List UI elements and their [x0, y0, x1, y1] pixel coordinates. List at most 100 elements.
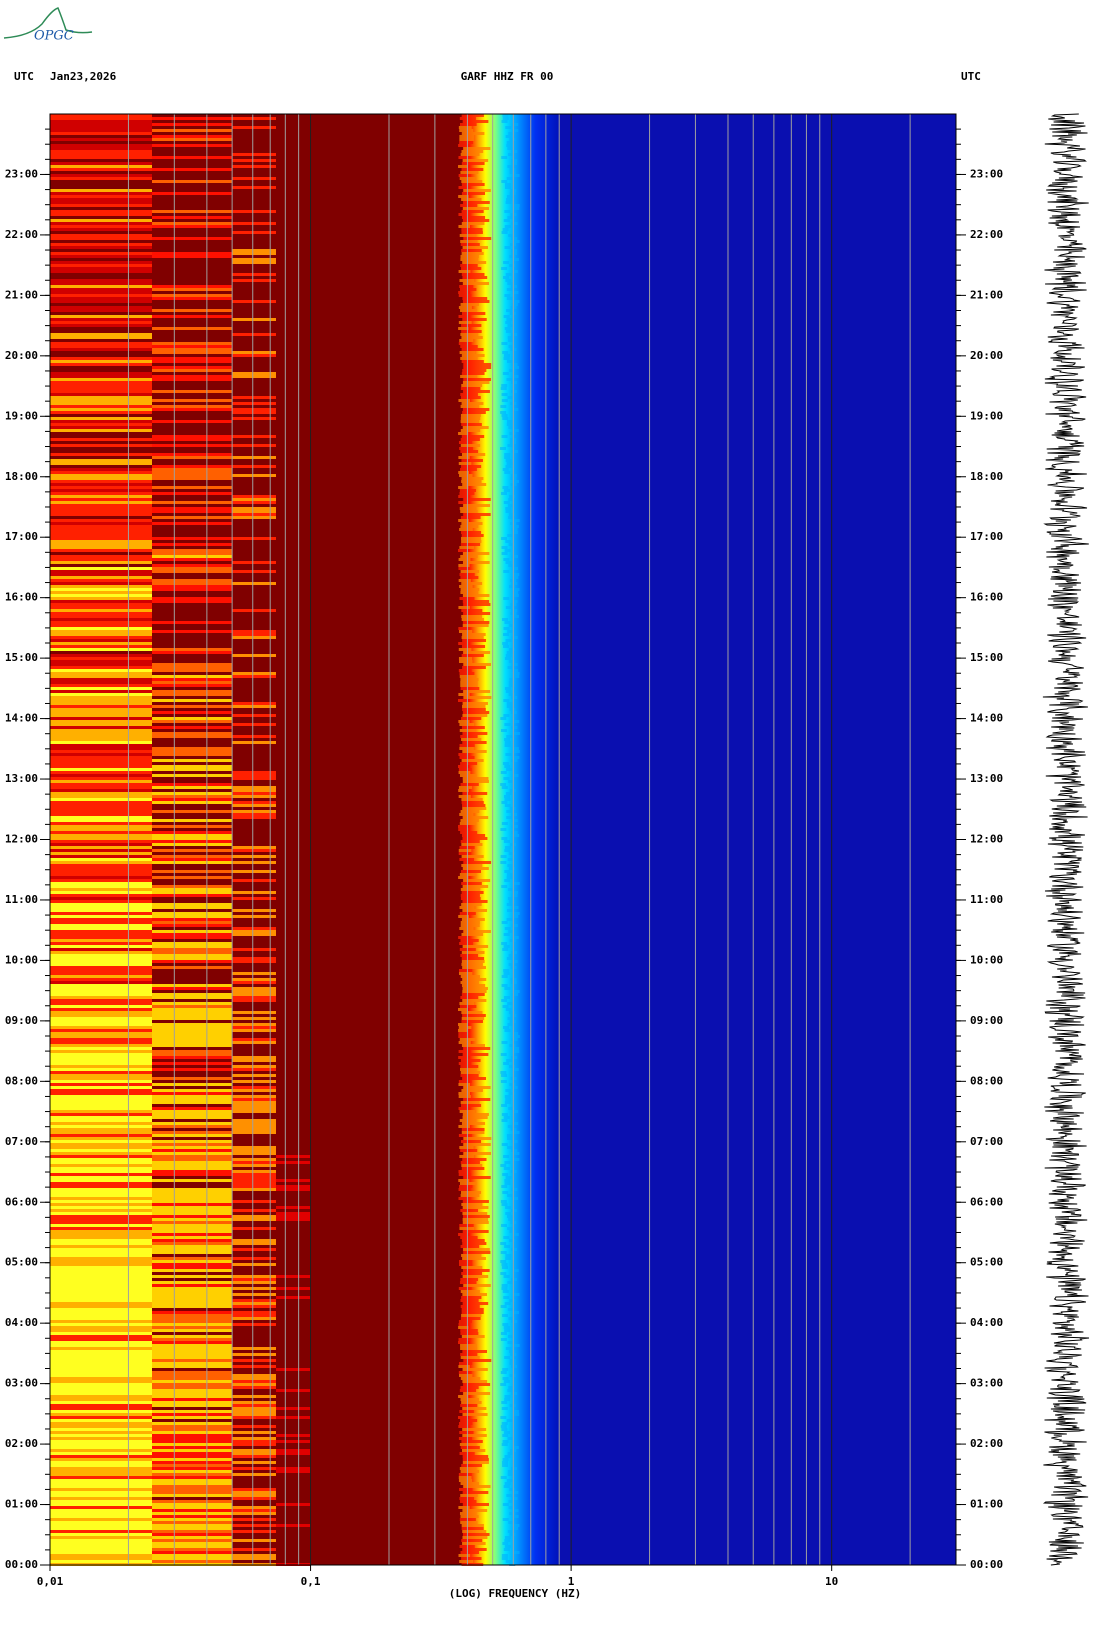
transition-edge	[504, 327, 511, 330]
transition-edge	[502, 948, 509, 951]
transition-edge	[458, 1320, 472, 1323]
transition-edge	[459, 972, 473, 975]
transition-edge	[462, 1413, 488, 1416]
spectrum-stripe	[50, 1008, 152, 1011]
spectrum-stripe	[50, 855, 152, 858]
transition-edge	[505, 606, 512, 609]
spectrum-stripe	[50, 1554, 152, 1557]
spectrum-stripe	[50, 270, 152, 273]
spectrum-stripe	[232, 507, 276, 510]
transition-edge	[462, 1242, 487, 1245]
transition-edge	[508, 660, 515, 663]
transition-edge	[513, 1551, 520, 1554]
spectrum-stripe	[50, 1317, 152, 1320]
transition-edge	[460, 939, 479, 942]
spectrum-stripe	[50, 1365, 152, 1368]
spectrum-stripe	[50, 1383, 152, 1386]
transition-edge	[501, 267, 508, 270]
spectrum-stripe	[152, 600, 232, 603]
spectrum-stripe	[50, 1215, 152, 1218]
spectrum-stripe	[50, 1062, 152, 1065]
spectrum-stripe	[232, 1095, 276, 1098]
transition-edge	[512, 774, 519, 777]
spectrum-stripe	[232, 1554, 276, 1557]
spectrum-stripe	[50, 765, 152, 768]
transition-edge	[503, 945, 510, 948]
spectrum-stripe	[50, 1269, 152, 1272]
spectrum-stripe	[50, 993, 152, 996]
spectrum-stripe	[50, 1461, 152, 1464]
spectrum-stripe	[152, 1299, 232, 1302]
transition-edge	[500, 1383, 507, 1386]
spectrum-stripe	[232, 249, 276, 252]
spectrum-stripe	[152, 1392, 232, 1395]
transition-edge	[511, 1140, 518, 1143]
transition-edge	[458, 1170, 471, 1173]
transition-edge	[458, 1473, 472, 1476]
transition-edge	[461, 759, 484, 762]
transition-edge	[458, 693, 470, 696]
transition-edge	[458, 1416, 469, 1419]
transition-edge	[504, 1302, 511, 1305]
transition-edge	[458, 315, 471, 318]
spectrum-stripe	[50, 777, 152, 780]
spectrum-stripe	[50, 687, 152, 690]
transition-edge	[504, 294, 511, 297]
transition-edge	[461, 615, 483, 618]
transition-edge	[461, 1539, 483, 1542]
transition-edge	[459, 774, 477, 777]
spectrum-stripe	[50, 630, 152, 633]
spectrum-stripe	[152, 750, 232, 753]
transition-edge	[501, 999, 508, 1002]
transition-edge	[501, 1104, 508, 1107]
spectrum-stripe	[152, 1455, 232, 1458]
transition-edge	[512, 1233, 519, 1236]
spectrum-stripe	[152, 1284, 232, 1287]
spectrum-stripe	[232, 1227, 276, 1230]
spectrum-stripe	[152, 1188, 232, 1191]
transition-edge	[512, 591, 519, 594]
spectrum-stripe	[50, 1119, 152, 1122]
transition-edge	[505, 1098, 512, 1101]
transition-edge	[500, 1338, 507, 1341]
spectrum-stripe	[152, 648, 232, 651]
transition-edge	[459, 447, 473, 450]
transition-edge	[501, 942, 508, 945]
spectrum-stripe	[50, 513, 152, 516]
spectrum-stripe	[50, 735, 152, 738]
spectrum-stripe	[152, 1290, 232, 1293]
spectrum-stripe	[50, 1155, 152, 1158]
spectrum-stripe	[50, 579, 152, 582]
spectrum-stripe	[50, 696, 152, 699]
spectrum-stripe	[152, 1125, 232, 1128]
transition-edge	[463, 1251, 491, 1254]
transition-edge	[508, 684, 515, 687]
transition-edge	[504, 1539, 511, 1542]
transition-edge	[504, 453, 511, 456]
transition-edge	[503, 261, 510, 264]
transition-edge	[463, 363, 492, 366]
spectrogram-field	[50, 114, 956, 1566]
transition-edge	[507, 336, 514, 339]
y-tick-label: 10:00	[5, 953, 38, 966]
transition-edge	[458, 969, 473, 972]
transition-edge	[506, 177, 513, 180]
transition-edge	[502, 1323, 509, 1326]
spectrum-stripe	[152, 537, 232, 540]
transition-edge	[460, 525, 479, 528]
spectrum-stripe	[50, 1416, 152, 1419]
spectrum-stripe	[50, 213, 152, 216]
spectrum-stripe	[152, 1233, 232, 1236]
transition-edge	[459, 546, 475, 549]
spectrum-stripe	[50, 1548, 152, 1551]
transition-edge	[458, 606, 470, 609]
spectrum-stripe	[50, 978, 152, 981]
transition-edge	[461, 717, 482, 720]
transition-edge	[504, 798, 511, 801]
spectrum-stripe	[50, 1209, 152, 1212]
spectrum-stripe	[152, 1179, 232, 1182]
transition-edge	[460, 687, 480, 690]
transition-edge	[459, 672, 475, 675]
chart-title: GARF HHZ FR 00	[461, 70, 554, 83]
spectrum-stripe	[232, 501, 276, 504]
